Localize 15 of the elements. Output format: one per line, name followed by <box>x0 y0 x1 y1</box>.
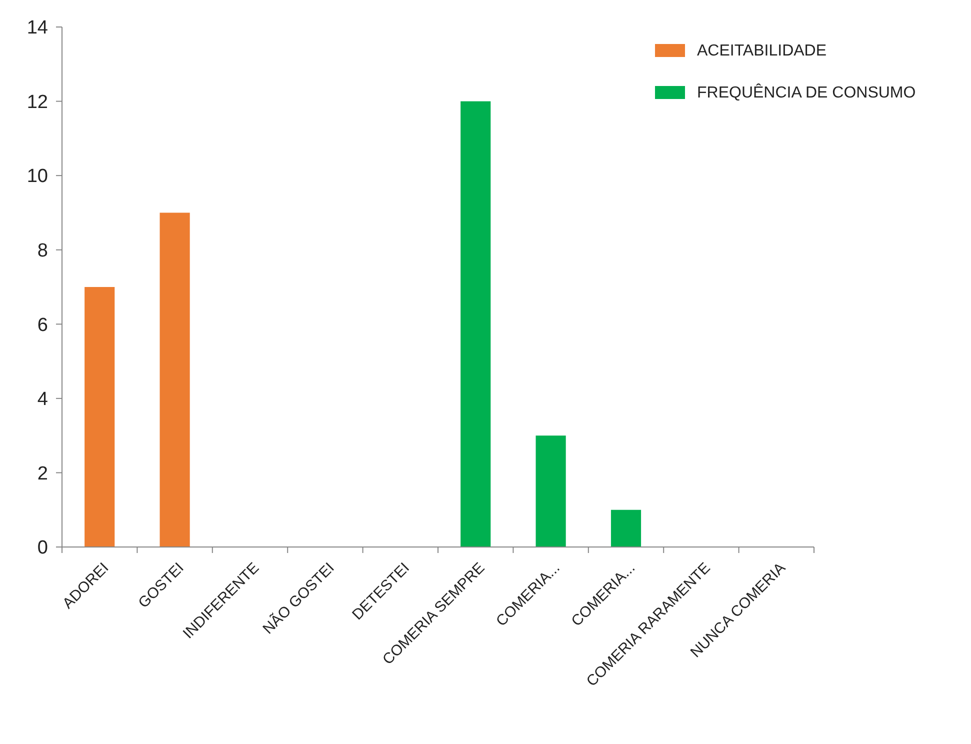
legend-label: FREQUÊNCIA DE CONSUMO <box>697 84 916 102</box>
y-tick-label: 14 <box>26 18 48 39</box>
y-tick-label: 10 <box>26 166 48 188</box>
bar <box>84 287 115 547</box>
y-tick-label: 0 <box>37 538 48 559</box>
bar <box>460 101 491 547</box>
y-tick-label: 2 <box>37 463 48 484</box>
bar <box>160 212 190 547</box>
y-tick-label: 6 <box>37 314 48 336</box>
y-tick-label: 8 <box>37 240 48 262</box>
legend-label: ACEITABILIDADE <box>697 42 827 60</box>
bar <box>610 510 642 547</box>
bar <box>536 436 566 547</box>
y-tick-label: 4 <box>37 389 48 410</box>
y-tick-label: 12 <box>26 92 48 113</box>
